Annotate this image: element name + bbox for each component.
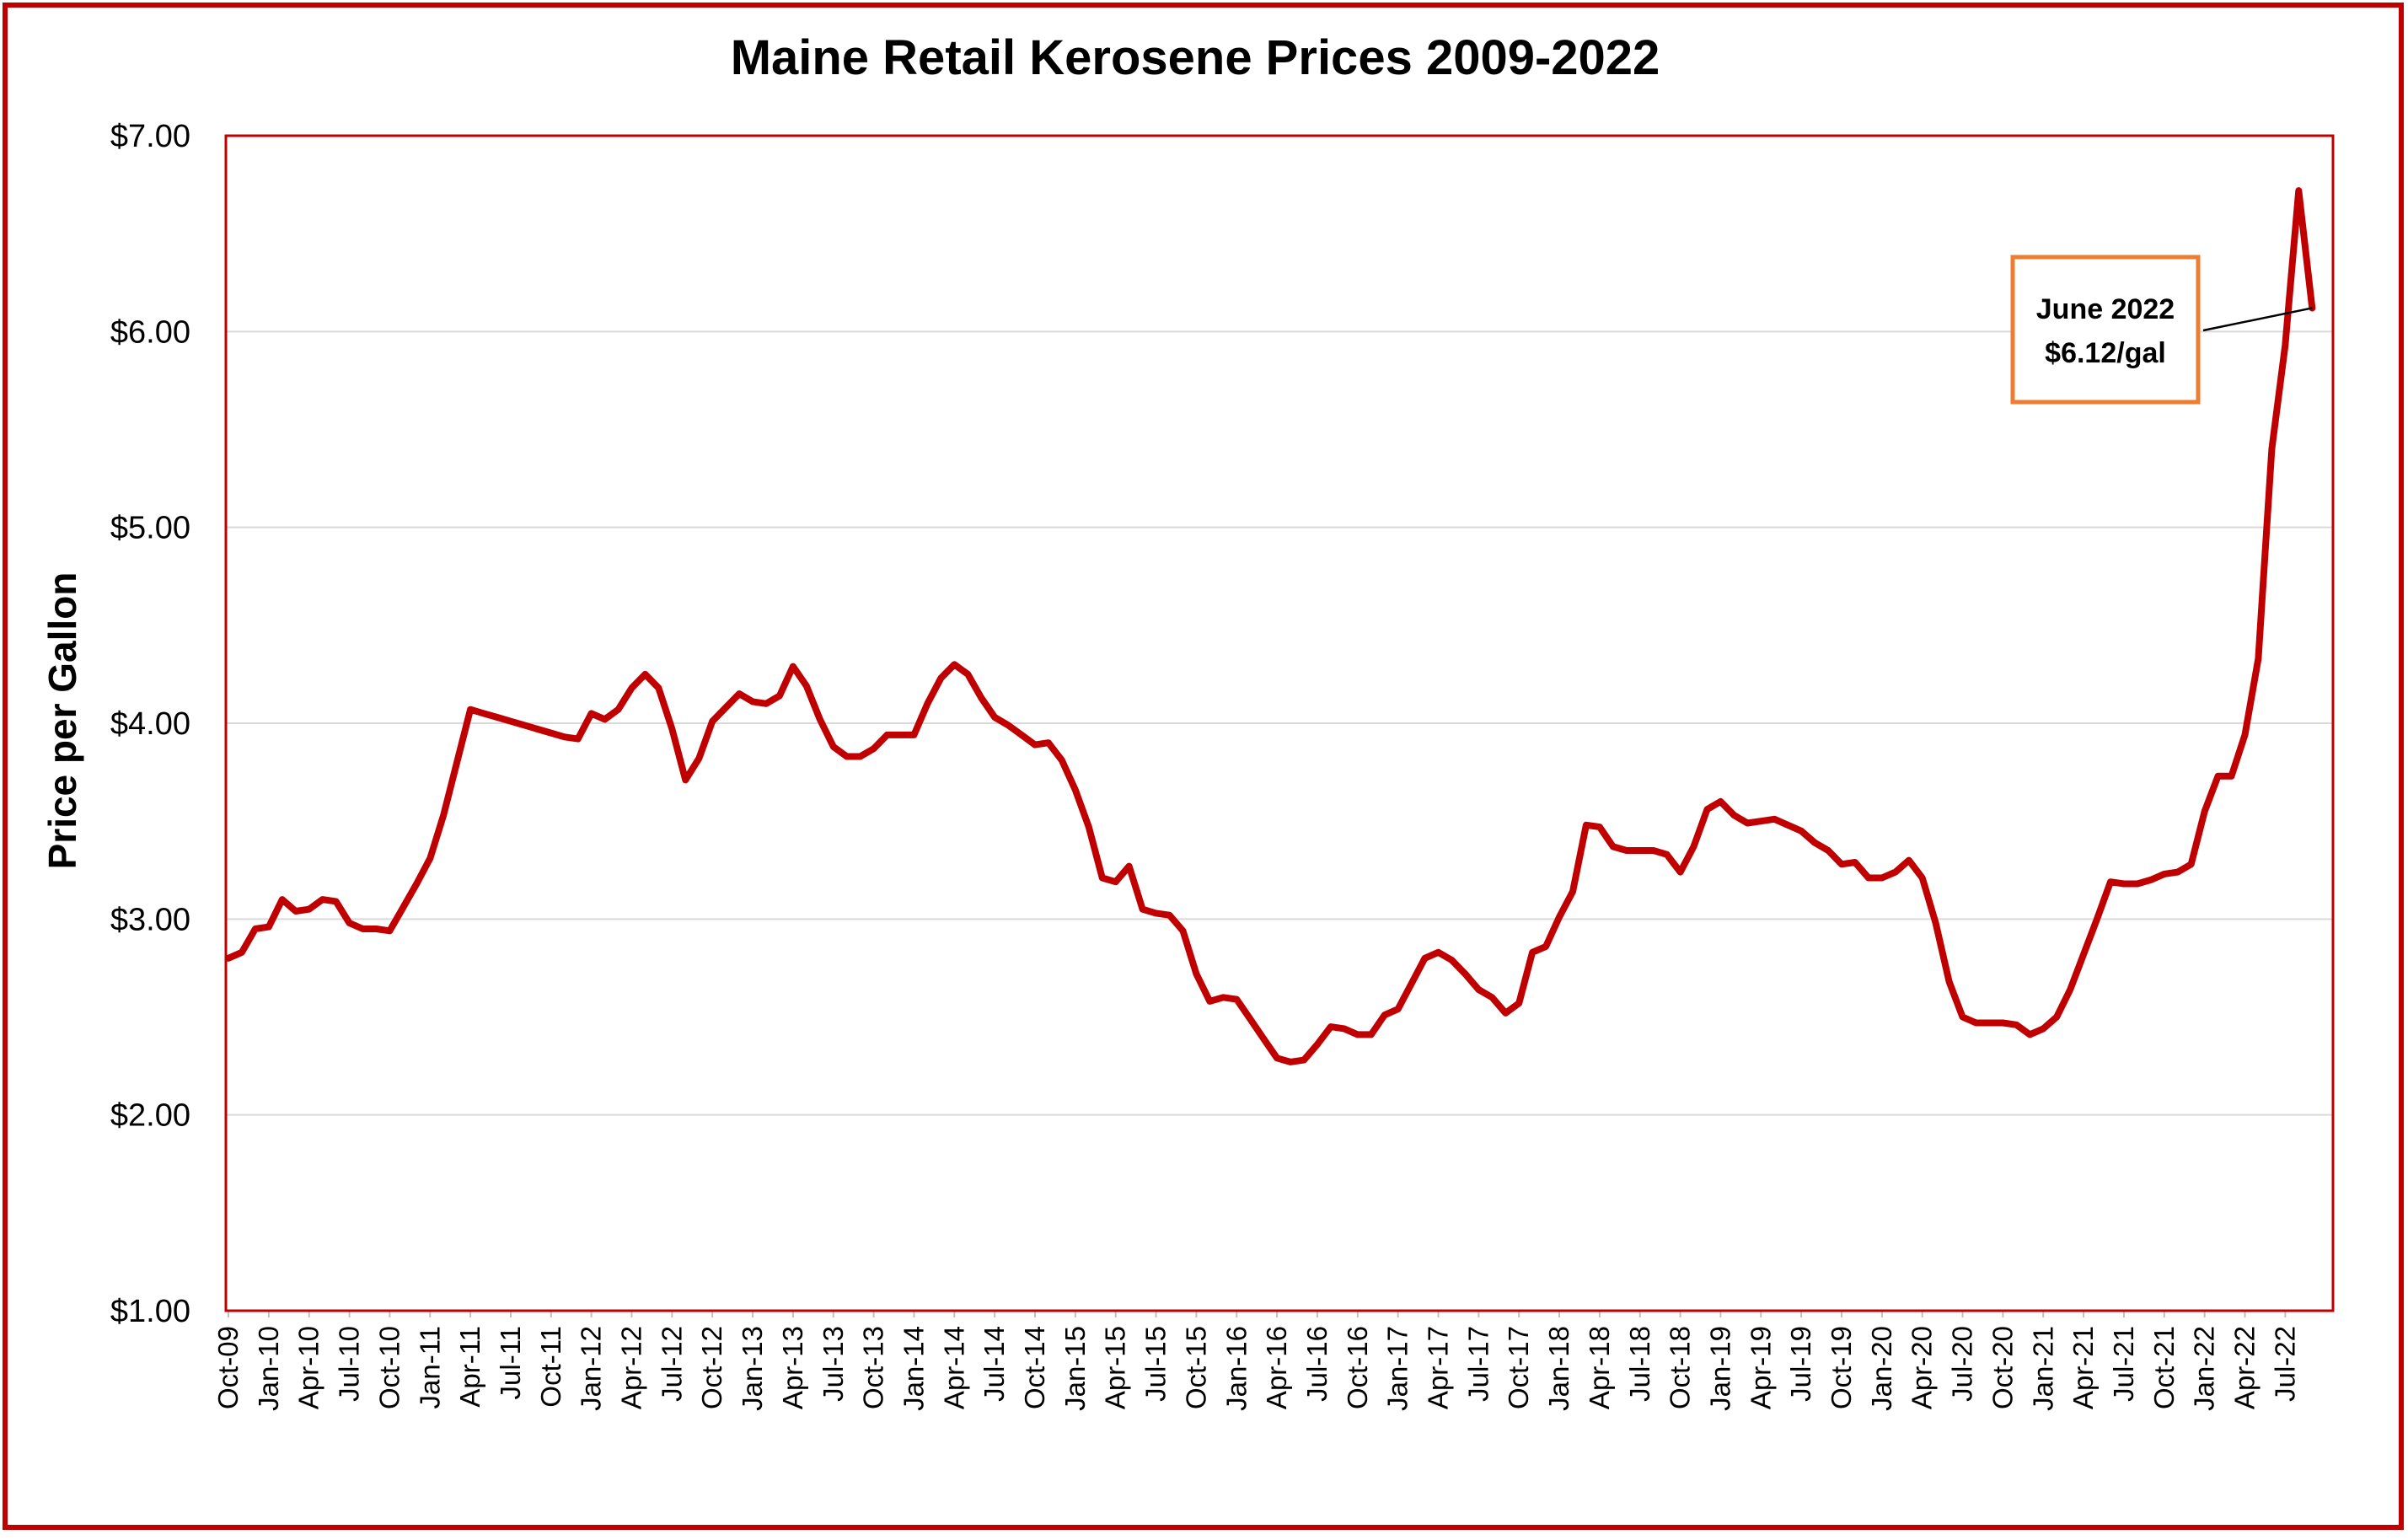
x-tick-label: Jul-12	[656, 1326, 687, 1402]
x-tick-label: Jan-16	[1220, 1326, 1252, 1411]
chart-title: Maine Retail Kerosene Prices 2009-2022	[731, 30, 1660, 85]
x-tick-label: Oct-17	[1503, 1326, 1534, 1409]
x-tick-label: Apr-21	[2067, 1326, 2099, 1409]
x-tick-label: Jan-22	[2189, 1326, 2220, 1411]
x-tick-label: Oct-11	[535, 1326, 566, 1408]
x-tick-label: Oct-10	[373, 1326, 405, 1409]
price-series-line	[225, 187, 2316, 1065]
x-tick-label: Jan-13	[737, 1326, 768, 1411]
x-tick-label: Jan-17	[1382, 1326, 1413, 1411]
x-tick-label: Jan-20	[1866, 1326, 1897, 1411]
x-tick-label: Jul-18	[1624, 1326, 1655, 1402]
y-tick-label: $3.00	[110, 902, 190, 937]
x-tick-label: Jan-19	[1704, 1326, 1735, 1411]
x-tick-label: Apr-12	[616, 1326, 647, 1409]
x-tick-label: Jan-14	[898, 1326, 929, 1411]
x-tick-label: Jul-13	[818, 1326, 849, 1402]
x-tick-label: Apr-18	[1584, 1326, 1615, 1409]
x-tick-label: Jan-15	[1059, 1326, 1091, 1411]
x-tick-label: Jan-12	[576, 1326, 607, 1411]
x-tick-label: Jul-21	[2108, 1326, 2139, 1402]
x-tick-label: Oct-18	[1665, 1326, 1696, 1409]
x-tick-label: Jan-11	[414, 1326, 445, 1409]
x-tick-label: Oct-20	[1987, 1326, 2018, 1409]
x-tick-label: Apr-20	[1907, 1326, 1938, 1409]
y-tick-label: $7.00	[110, 119, 190, 154]
x-tick-label: Jul-17	[1462, 1326, 1494, 1402]
annotation-line-1: June 2022	[2036, 293, 2175, 325]
x-tick-label: Oct-16	[1342, 1326, 1373, 1409]
y-tick-label: $1.00	[110, 1294, 190, 1329]
x-tick-label: Jan-18	[1543, 1326, 1574, 1411]
y-tick-label: $4.00	[110, 706, 190, 742]
x-tick-label: Jul-15	[1140, 1326, 1172, 1402]
x-tick-label: Jul-20	[1947, 1326, 1978, 1402]
y-tick-label: $5.00	[110, 511, 190, 546]
x-tick-label: Apr-14	[938, 1326, 969, 1409]
x-tick-label: Jan-10	[253, 1326, 284, 1411]
gridlines	[226, 330, 2333, 1116]
x-tick-label: Jul-14	[979, 1326, 1010, 1402]
x-tick-label: Jul-10	[334, 1326, 365, 1402]
x-tick-label: Oct-15	[1180, 1326, 1211, 1409]
x-tick-label: Oct-12	[696, 1326, 727, 1409]
x-tick-label: Jul-22	[2269, 1326, 2300, 1402]
plot-area-border	[224, 134, 2335, 1312]
x-tick-label: Apr-16	[1261, 1326, 1292, 1409]
x-tick-label: Oct-09	[212, 1326, 244, 1409]
x-tick-label: Jan-21	[2027, 1326, 2058, 1411]
x-tick-label: Jul-11	[495, 1326, 526, 1399]
x-tick-label: Jul-19	[1785, 1326, 1816, 1402]
annotation-line-2: $6.12/gal	[2045, 337, 2166, 369]
annotation-leader-line	[2202, 307, 2313, 332]
x-tick-label: Apr-17	[1423, 1326, 1454, 1409]
outer-border	[3, 3, 2404, 1530]
y-tick-label: $2.00	[110, 1098, 190, 1134]
x-tick-label: Oct-14	[1019, 1326, 1050, 1409]
annotation-callout: June 2022 $6.12/gal	[2010, 255, 2313, 405]
x-tick-label: Apr-10	[293, 1326, 324, 1409]
x-tick-label: Apr-13	[777, 1326, 808, 1409]
x-tick-label: Oct-19	[1826, 1326, 1857, 1409]
x-tick-label: Apr-15	[1100, 1326, 1131, 1409]
y-axis-ticks: $1.00 $2.00 $3.00 $4.00 $5.00 $6.00 $7.00	[110, 119, 190, 1329]
annotation-box	[2010, 255, 2201, 405]
x-tick-label: Oct-13	[858, 1326, 889, 1409]
y-axis-label: Price per Gallon	[40, 572, 84, 870]
x-tick-label: Apr-22	[2229, 1326, 2261, 1409]
x-tick-label: Apr-19	[1745, 1326, 1776, 1409]
x-tick-label: Jul-16	[1301, 1326, 1333, 1402]
x-tick-label: Apr-11	[454, 1326, 485, 1408]
x-tick-label: Oct-21	[2148, 1326, 2180, 1409]
y-tick-label: $6.00	[110, 314, 190, 350]
x-axis-ticks: Oct-09 Jan-10 Apr-10 Jul-10 Oct-10 Jan-11 Apr-…	[212, 1311, 2300, 1411]
